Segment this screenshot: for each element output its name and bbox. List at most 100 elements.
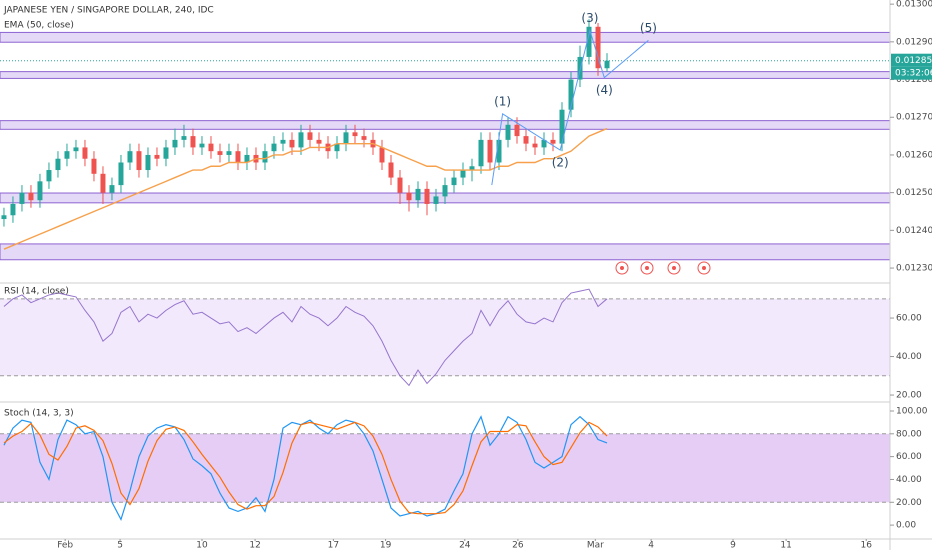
chart-title: JAPANESE YEN / SINGAPORE DOLLAR, 240, ID… (3, 6, 214, 16)
x-tick-label: 26 (512, 541, 524, 550)
y-tick-label: 0.01250 (896, 188, 932, 198)
candle-body (469, 166, 475, 171)
candle-body (514, 124, 520, 137)
candle-body (73, 147, 79, 152)
candle-body (181, 136, 187, 140)
candle-body (19, 192, 25, 204)
candle-body (460, 170, 466, 178)
x-tick-label: 9 (730, 541, 736, 550)
zone (0, 120, 891, 130)
candle-body (505, 124, 511, 140)
candle-body (406, 192, 412, 201)
candle-body (361, 136, 367, 140)
wave-label: (2) (552, 156, 569, 170)
candle-body (262, 151, 268, 163)
x-tick-label: 5 (117, 541, 123, 550)
countdown-box (891, 66, 932, 80)
zone (0, 71, 891, 79)
x-tick-label: 4 (648, 541, 654, 550)
candle-body (163, 147, 169, 159)
y-tick-label: 0.01260 (896, 150, 932, 160)
ema-title: EMA (50, close) (4, 21, 74, 31)
candle-body (433, 196, 439, 204)
y-tick-label: 40.00 (896, 475, 922, 485)
last-price-label: 0.01285 (895, 56, 932, 66)
stoch-title: Stoch (14, 3, 3) (4, 409, 74, 419)
candle-body (298, 132, 304, 148)
candle-body (109, 185, 115, 193)
candle-body (1, 215, 7, 220)
rsi-title: RSI (14, close) (4, 287, 69, 297)
x-tick-label: 24 (459, 541, 471, 550)
candle-body (235, 151, 241, 163)
x-tick-label: Mar (587, 541, 604, 550)
candle-body (397, 177, 403, 193)
plot-layer: (1) (2) (3) (4) (5) (0, 11, 891, 521)
candle-body (604, 60, 610, 69)
candle-body (352, 132, 358, 137)
zone (0, 31, 891, 43)
zone (0, 243, 891, 261)
wave-line (491, 28, 649, 186)
event-dot (672, 266, 676, 270)
candle-body (586, 26, 592, 57)
candle-body (199, 143, 205, 148)
wave-label: (5) (640, 21, 657, 35)
candle-body (271, 143, 277, 152)
y-tick-label: 0.01230 (896, 264, 932, 274)
candle-body (289, 139, 295, 148)
candle-body (208, 143, 214, 152)
candle-body (379, 147, 385, 163)
candle-body (100, 173, 106, 193)
candle-body (496, 139, 502, 163)
y-tick-label: 60.00 (896, 314, 922, 324)
indicator-line (3, 421, 608, 515)
event-dot (702, 266, 706, 270)
candle-body (37, 181, 43, 201)
candle-body (559, 109, 565, 144)
candle-body (55, 158, 61, 171)
candle-body (451, 177, 457, 186)
candle-body (424, 188, 430, 204)
candle-body (190, 136, 196, 148)
x-tick-label: 16 (861, 541, 873, 550)
wave-label: (1) (494, 94, 511, 108)
event-dot (620, 266, 624, 270)
y-tick-label: 0.01280 (896, 75, 932, 85)
candle-body (127, 151, 133, 163)
y-tick-label: 0.01240 (896, 226, 932, 236)
candle-body (118, 162, 124, 186)
candle-body (145, 154, 151, 171)
candle-body (46, 170, 52, 182)
candle-body (487, 139, 493, 163)
candle-body (154, 154, 160, 159)
y-tick-label: 40.00 (896, 352, 922, 362)
candle-body (226, 151, 232, 155)
candle-body (10, 203, 16, 216)
wave-label: (4) (596, 83, 613, 97)
candle-body (91, 158, 97, 174)
y-tick-label: 60.00 (896, 452, 922, 462)
y-tick-label: 0.01300 (896, 0, 932, 10)
candle-body (172, 139, 178, 148)
candle-body (541, 139, 547, 148)
x-tick-label: 11 (780, 541, 791, 550)
last-price-box (891, 53, 932, 67)
candle-body (244, 154, 250, 163)
y-tick-label: 100.00 (896, 406, 928, 416)
candle-body (82, 147, 88, 159)
x-tick-label: 19 (380, 541, 392, 550)
x-tick-label: Feb (57, 541, 73, 550)
x-tick-label: 12 (249, 541, 260, 550)
candle-body (442, 185, 448, 197)
x-tick-label: 10 (196, 541, 208, 550)
candle-body (28, 192, 34, 201)
y-tick-label: 80.00 (896, 429, 922, 439)
candle-body (64, 151, 70, 159)
candle-body (334, 143, 340, 152)
candle-body (532, 143, 538, 148)
candle-body (280, 139, 286, 144)
candle-body (595, 26, 601, 69)
candle-body (307, 132, 313, 140)
